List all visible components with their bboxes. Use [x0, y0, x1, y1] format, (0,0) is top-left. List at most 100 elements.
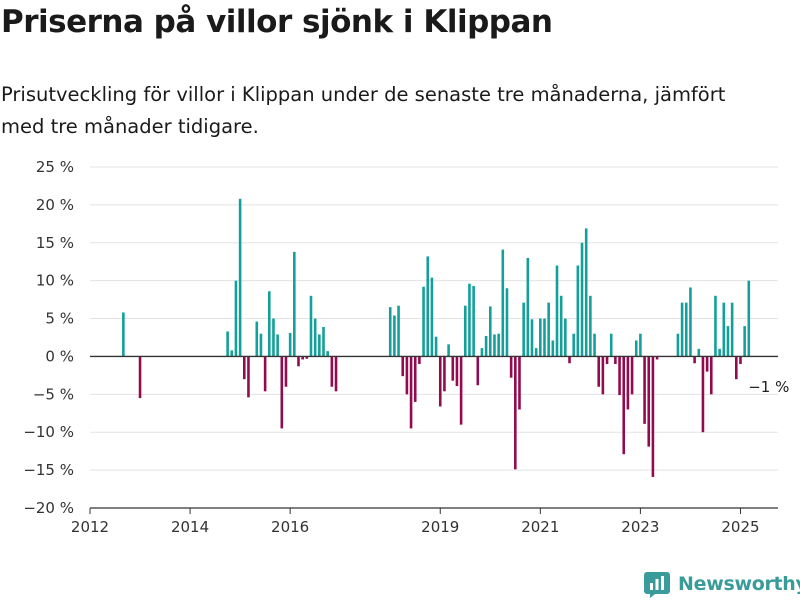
bar — [543, 318, 546, 357]
x-tick-label: 2023 — [621, 518, 659, 536]
bar — [634, 340, 638, 357]
bar — [393, 315, 396, 357]
bar — [476, 356, 480, 386]
x-tick-label: 2021 — [521, 518, 559, 536]
bar — [263, 356, 267, 392]
bar — [138, 356, 142, 399]
bar — [630, 356, 634, 395]
bar — [318, 334, 321, 357]
bar — [405, 356, 409, 395]
bar — [259, 333, 263, 357]
bar — [426, 256, 430, 357]
x-tick-label: 2016 — [271, 518, 309, 536]
bar — [539, 318, 542, 357]
bar — [518, 356, 521, 410]
bar — [388, 307, 392, 357]
bar — [305, 356, 309, 359]
bar — [605, 356, 609, 365]
bar — [693, 356, 696, 364]
newsworthy-chart-icon — [644, 572, 670, 598]
bar — [284, 356, 288, 387]
bar — [280, 356, 284, 429]
bar — [434, 336, 438, 357]
bar — [288, 332, 292, 357]
bar — [272, 318, 275, 357]
y-tick-label: 20 % — [36, 196, 74, 214]
bar — [514, 356, 517, 470]
bar — [697, 348, 701, 357]
y-tick-label: −10 % — [23, 423, 74, 441]
y-tick-label: 10 % — [36, 272, 74, 290]
bar — [655, 356, 659, 360]
bar — [705, 356, 709, 372]
bar — [568, 356, 571, 364]
bar — [401, 356, 405, 377]
x-axis-ticks: 2012 2014 2016 2019 2021 2023 2025 — [71, 508, 760, 536]
bar — [580, 242, 584, 357]
bar — [397, 305, 400, 357]
y-tick-label: −15 % — [23, 461, 74, 479]
bar — [268, 291, 271, 357]
page-subtitle: Prisutveckling för villor i Klippan unde… — [1, 83, 726, 138]
bar — [413, 356, 417, 402]
bar — [639, 333, 642, 357]
y-tick-label: 25 % — [36, 158, 74, 176]
bar — [689, 287, 692, 357]
bar — [609, 333, 613, 357]
bar — [122, 312, 125, 357]
y-tick-label: −5 % — [33, 385, 74, 403]
bar — [230, 350, 234, 357]
bar — [676, 333, 680, 357]
bar — [238, 198, 242, 357]
bar — [576, 265, 580, 357]
bar — [301, 356, 304, 360]
bar — [451, 356, 455, 381]
bar — [330, 356, 334, 387]
bar — [555, 265, 559, 357]
bar — [497, 333, 500, 357]
bar — [309, 295, 313, 357]
x-tick-label: 2019 — [421, 518, 459, 536]
x-tick-label: 2025 — [721, 518, 759, 536]
bar — [455, 356, 459, 386]
bar — [418, 356, 421, 365]
bar — [572, 333, 575, 357]
x-tick-label: 2012 — [71, 518, 109, 536]
bar — [409, 356, 413, 429]
bar — [522, 302, 525, 357]
bar — [684, 302, 688, 357]
bar — [735, 356, 738, 380]
x-tick-label: 2014 — [171, 518, 209, 536]
bar — [589, 295, 592, 357]
y-tick-label: 5 % — [45, 310, 74, 328]
bar — [459, 356, 463, 425]
bar — [443, 356, 446, 392]
latest-value-label: −1 % — [748, 378, 789, 396]
bar — [326, 351, 329, 357]
bar — [255, 321, 259, 357]
bar — [501, 249, 505, 357]
bar — [226, 331, 229, 357]
bar — [722, 302, 726, 357]
page-title: Priserna på villor sjönk i Klippan — [1, 4, 553, 40]
bar — [505, 288, 509, 357]
bar — [489, 306, 492, 357]
bar — [484, 335, 488, 357]
bar — [472, 285, 475, 357]
bar — [322, 326, 325, 357]
y-axis-ticks: −20 % −15 % −10 % −5 % 0 % 5 % 10 % 15 % 20 % 25 … — [23, 158, 74, 517]
bar — [422, 286, 425, 357]
bar — [438, 356, 442, 407]
y-tick-label: 15 % — [36, 234, 74, 252]
grid-lines — [90, 166, 778, 471]
bar — [618, 356, 621, 396]
bar — [622, 356, 626, 455]
bar — [297, 356, 300, 367]
bar — [730, 302, 734, 357]
bar — [739, 356, 742, 365]
bar — [601, 356, 605, 395]
bar — [743, 326, 746, 357]
bar — [463, 305, 467, 357]
bar — [447, 344, 450, 357]
